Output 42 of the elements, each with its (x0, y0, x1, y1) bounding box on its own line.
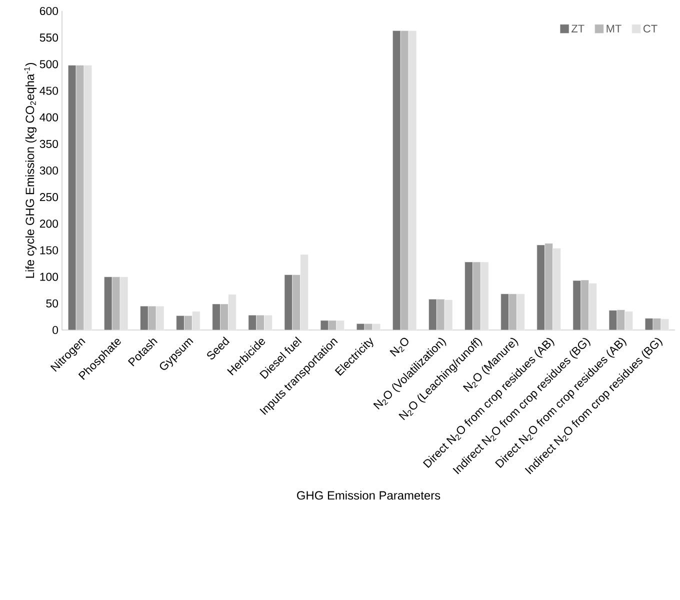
bar (428, 299, 437, 330)
y-tick-label: 500 (40, 60, 58, 68)
bar (624, 311, 633, 330)
bar (436, 299, 445, 330)
bar (300, 254, 308, 330)
legend-label: CT (644, 24, 658, 33)
legend-label: ZT (572, 24, 584, 32)
bar (508, 294, 517, 330)
legend-label: MT (606, 24, 622, 32)
bar (516, 294, 525, 330)
bar (480, 262, 489, 330)
y-tick-label: 150 (40, 246, 58, 254)
y-tick-label: 550 (40, 34, 58, 42)
y-tick-label: 450 (40, 86, 58, 95)
bar (148, 306, 156, 330)
bar (536, 244, 545, 330)
bar (192, 311, 200, 330)
y-tick-label: 100 (40, 272, 58, 281)
x-axis-title: GHG Emission Parameters (297, 490, 440, 500)
y-tick-label: 200 (40, 220, 58, 228)
bar (140, 306, 148, 330)
y-tick-label: 400 (40, 113, 58, 122)
y-axis-title: Life cycle GHG Emission (kg CO$_{2}$eqha$^{-1}$) (24, 63, 37, 278)
bar (220, 304, 228, 330)
bar (472, 262, 481, 330)
bar (588, 283, 597, 330)
bar (104, 276, 112, 330)
bar (464, 262, 473, 330)
y-tick-label: 0 (52, 326, 58, 334)
y-tick-label: 250 (40, 193, 58, 202)
bar (500, 294, 509, 330)
y-tick-label: 50 (46, 299, 58, 308)
y-tick-label: 350 (40, 140, 58, 148)
y-tick-label: 300 (40, 166, 58, 175)
bar (552, 248, 561, 330)
bar (580, 280, 589, 330)
bar (228, 294, 236, 330)
bar (392, 30, 401, 330)
y-tick-label: 600 (40, 6, 58, 16)
bar (544, 243, 553, 330)
bar (212, 304, 220, 330)
bar (292, 274, 300, 330)
